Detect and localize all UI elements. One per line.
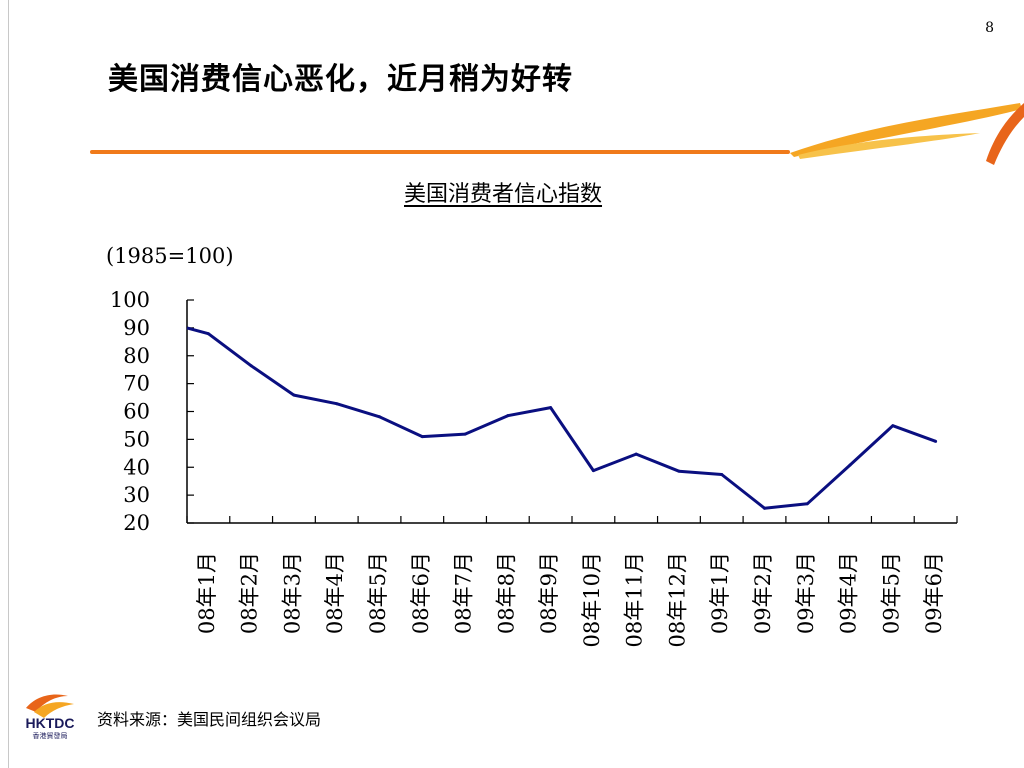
data-point — [506, 414, 510, 418]
x-tick-label: 08年3月 — [280, 552, 304, 634]
x-tick-label: 09年3月 — [794, 552, 818, 634]
x-tick-label: 09年5月 — [879, 552, 903, 634]
x-tick-label: 09年2月 — [751, 552, 775, 634]
y-tick-label: 80 — [123, 344, 150, 368]
x-tick-label: 08年1月 — [195, 552, 219, 634]
page-number: 8 — [985, 20, 994, 36]
data-point — [934, 439, 938, 443]
x-tick-label: 09年1月 — [708, 552, 732, 634]
x-tick-label: 09年6月 — [922, 552, 946, 634]
logo-subtext: 香港貿發局 — [33, 731, 68, 740]
left-margin-rule — [8, 0, 9, 768]
data-point — [292, 393, 296, 397]
data-point — [206, 332, 210, 336]
y-tick-label: 90 — [123, 316, 150, 340]
orange-swoosh-decoration — [790, 103, 1024, 165]
data-point — [378, 415, 381, 419]
x-tick-label: 08年10月 — [580, 552, 604, 647]
slide-title: 美国消费信心恶化，近月稍为好转 — [108, 62, 573, 97]
x-tick-label: 08年4月 — [323, 552, 347, 634]
source-note: 资料来源：美国民间组织会议局 — [97, 710, 322, 729]
y-tick-label: 40 — [123, 455, 150, 479]
x-tick-label: 08年12月 — [665, 552, 689, 647]
y-tick-label: 70 — [123, 372, 150, 396]
x-tick-label: 08年6月 — [409, 552, 433, 634]
title-divider — [90, 150, 790, 154]
data-point — [805, 502, 809, 506]
data-point — [891, 424, 895, 428]
data-point — [463, 432, 467, 436]
y-unit-label: (1985=100) — [106, 244, 234, 268]
data-point — [420, 435, 424, 439]
data-point — [848, 463, 852, 467]
data-point — [720, 472, 724, 476]
x-tick-label: 08年5月 — [366, 552, 390, 634]
y-tick-label: 20 — [123, 511, 150, 535]
y-tick-label: 60 — [123, 400, 150, 424]
x-tick-label: 08年2月 — [238, 552, 262, 634]
data-point — [335, 402, 339, 406]
data-point — [249, 364, 253, 368]
data-point — [634, 452, 638, 456]
chart-title: 美国消费者信心指数 — [404, 182, 603, 207]
series-line — [186, 326, 937, 510]
y-tick-label: 30 — [123, 483, 150, 507]
data-point — [677, 469, 681, 473]
x-tick-label: 08年7月 — [452, 552, 476, 634]
y-tick-label: 100 — [110, 288, 150, 312]
x-tick-label: 08年8月 — [494, 552, 518, 634]
data-point — [591, 469, 595, 473]
data-point — [549, 406, 553, 410]
y-tick-label: 50 — [123, 427, 150, 451]
x-tick-label: 09年4月 — [837, 552, 861, 634]
x-tick-label: 08年11月 — [623, 552, 647, 647]
x-tick-label: 08年9月 — [537, 552, 561, 634]
hktdc-logo: HKTDC 香港貿發局 — [26, 694, 75, 740]
data-point — [763, 506, 766, 510]
logo-text: HKTDC — [26, 715, 75, 731]
consumer-confidence-line-chart: 100 90 80 70 60 50 40 30 20 08年1月 08年2月 08年3月 08年4月 0… — [110, 288, 958, 647]
